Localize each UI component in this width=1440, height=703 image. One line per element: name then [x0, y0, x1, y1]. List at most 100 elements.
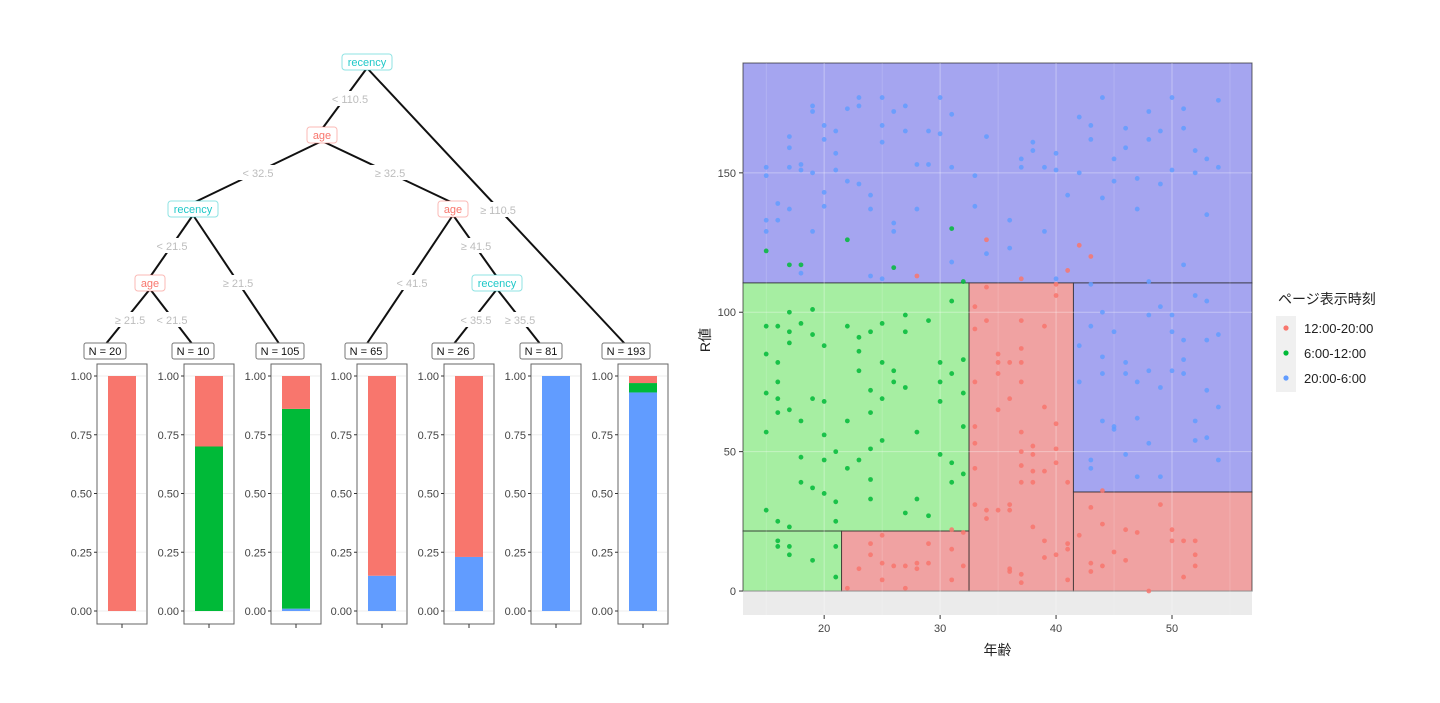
legend-key-6:00-12:00	[1283, 350, 1289, 356]
bar-ytick-label: 0.00	[505, 606, 526, 618]
data-point-20:00-6:00	[856, 181, 862, 187]
data-point-20:00-6:00	[1111, 156, 1117, 162]
data-point-12:00-20:00	[1042, 538, 1047, 544]
data-point-20:00-6:00	[1088, 123, 1094, 128]
leaf-node-label: N = 65	[350, 346, 383, 358]
data-point-20:00-6:00	[786, 206, 792, 212]
data-point-20:00-6:00	[810, 103, 815, 109]
bar-ytick-label: 1.00	[505, 371, 526, 383]
data-point-12:00-20:00	[1018, 346, 1024, 351]
edge-label: ≥ 35.5	[505, 315, 536, 327]
data-point-20:00-6:00	[1065, 192, 1071, 198]
decision-region	[968, 282, 1074, 592]
edge-label: ≥ 110.5	[480, 205, 516, 217]
data-point-20:00-6:00	[1007, 217, 1013, 223]
data-point-20:00-6:00	[1158, 385, 1163, 390]
edge-label-background	[452, 312, 500, 327]
edge-label-background	[326, 91, 374, 106]
leaf-node-label: N = 10	[177, 346, 210, 358]
data-point-20:00-6:00	[1192, 418, 1198, 424]
data-point-6:00-12:00	[960, 357, 966, 363]
data-point-6:00-12:00	[868, 446, 873, 452]
data-point-12:00-20:00	[995, 371, 1001, 376]
y-tick-label: 0	[730, 586, 736, 598]
split-node-label: age	[444, 204, 462, 216]
bar-segment-6:00-12:00	[629, 383, 657, 393]
legend-title: ページ表示時刻	[1278, 291, 1376, 307]
x-tick-label: 40	[1050, 623, 1062, 635]
data-point-20:00-6:00	[1100, 371, 1105, 376]
data-point-20:00-6:00	[902, 128, 908, 134]
data-point-20:00-6:00	[1204, 298, 1210, 304]
data-point-20:00-6:00	[1134, 176, 1140, 181]
bar-segment-6:00-12:00	[195, 446, 223, 611]
decision-tree: < 110.5 ≥ 110.5 < 32.5 ≥ 32.5 < 21.5 ≥ 21.5 < …	[71, 53, 669, 628]
data-point-20:00-6:00	[1215, 164, 1221, 170]
data-point-6:00-12:00	[798, 479, 804, 485]
data-point-20:00-6:00	[775, 201, 781, 206]
bar-ytick-label: 0.25	[331, 547, 352, 559]
bar-ytick-label: 0.50	[592, 489, 613, 501]
data-point-20:00-6:00	[984, 134, 989, 140]
data-point-20:00-6:00	[1158, 474, 1163, 480]
data-point-20:00-6:00	[1215, 457, 1221, 463]
data-point-20:00-6:00	[879, 139, 885, 145]
edge-label-background	[234, 165, 282, 180]
data-point-20:00-6:00	[1192, 438, 1198, 443]
y-axis-title: R値	[697, 328, 713, 352]
data-point-12:00-20:00	[1192, 563, 1198, 569]
data-point-12:00-20:00	[1007, 360, 1013, 365]
data-point-20:00-6:00	[1100, 95, 1105, 100]
data-point-6:00-12:00	[879, 360, 885, 365]
data-point-20:00-6:00	[763, 173, 769, 179]
data-point-12:00-20:00	[868, 541, 873, 547]
data-point-6:00-12:00	[786, 262, 792, 268]
bar-ytick-label: 1.00	[592, 371, 613, 383]
bar-ytick-label: 0.00	[331, 606, 352, 618]
data-point-6:00-12:00	[798, 418, 804, 424]
data-point-20:00-6:00	[1053, 276, 1059, 282]
data-point-12:00-20:00	[1100, 488, 1105, 494]
data-point-20:00-6:00	[1215, 404, 1221, 410]
data-point-12:00-20:00	[1007, 507, 1013, 513]
data-point-20:00-6:00	[763, 217, 769, 223]
data-point-6:00-12:00	[949, 479, 955, 485]
data-point-12:00-20:00	[995, 507, 1001, 513]
data-point-6:00-12:00	[902, 312, 908, 318]
data-point-20:00-6:00	[821, 203, 827, 209]
leaf-node-label: N = 105	[261, 346, 300, 358]
data-point-6:00-12:00	[937, 360, 943, 365]
data-point-6:00-12:00	[856, 368, 862, 374]
bar-ytick-label: 0.50	[505, 489, 526, 501]
split-node-label: recency	[348, 57, 387, 69]
data-point-6:00-12:00	[821, 491, 827, 496]
data-point-6:00-12:00	[775, 538, 781, 544]
data-point-20:00-6:00	[1111, 329, 1117, 335]
data-point-6:00-12:00	[775, 396, 781, 402]
bar-ytick-label: 0.75	[592, 430, 613, 442]
bar-ytick-label: 0.25	[505, 547, 526, 559]
data-point-12:00-20:00	[984, 507, 989, 513]
data-point-6:00-12:00	[868, 329, 873, 335]
data-point-6:00-12:00	[891, 265, 897, 271]
leaf-node-label: N = 26	[437, 346, 470, 358]
data-point-6:00-12:00	[844, 418, 850, 424]
data-point-6:00-12:00	[775, 360, 781, 365]
data-point-20:00-6:00	[810, 228, 815, 234]
data-point-6:00-12:00	[844, 323, 850, 329]
decision-region-scatter-plot: 20 30 40 50 0 50 100 150 年齢 R値 ページ表示時刻 12:00-20:00 6…	[697, 62, 1376, 658]
data-point-20:00-6:00	[1134, 415, 1140, 421]
data-point-12:00-20:00	[1100, 521, 1105, 527]
data-point-12:00-20:00	[1065, 546, 1071, 552]
data-point-20:00-6:00	[1192, 148, 1198, 153]
data-point-20:00-6:00	[1146, 368, 1152, 374]
data-point-6:00-12:00	[902, 510, 908, 516]
data-point-6:00-12:00	[949, 460, 955, 466]
data-point-20:00-6:00	[1192, 170, 1198, 176]
data-point-12:00-20:00	[1053, 293, 1059, 298]
data-point-6:00-12:00	[926, 318, 931, 323]
bar-segment-12:00-20:00	[368, 376, 396, 576]
edge-label: < 21.5	[157, 315, 188, 327]
data-point-12:00-20:00	[972, 502, 978, 507]
data-point-20:00-6:00	[1134, 474, 1140, 480]
